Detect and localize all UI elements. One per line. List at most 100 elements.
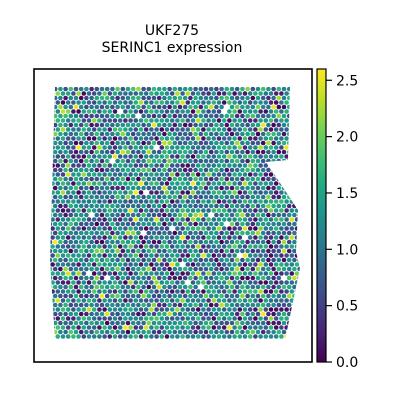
spot <box>227 163 232 168</box>
spot <box>198 149 204 155</box>
spot <box>81 208 87 213</box>
spot <box>273 172 279 177</box>
spot <box>89 302 94 308</box>
spot <box>180 271 185 276</box>
spot <box>102 271 107 276</box>
spot <box>117 244 123 249</box>
spot <box>208 176 214 182</box>
spot <box>292 329 297 335</box>
spot <box>167 266 172 272</box>
spot <box>247 271 253 276</box>
spot <box>68 284 74 290</box>
spot <box>227 109 232 114</box>
spot <box>133 190 139 195</box>
spot <box>294 154 300 159</box>
spot <box>172 140 178 146</box>
spot <box>297 158 300 164</box>
spot <box>242 325 248 330</box>
spot <box>112 244 118 249</box>
spot <box>198 230 204 236</box>
spot <box>292 257 297 263</box>
spot <box>102 244 107 249</box>
spot <box>164 280 170 285</box>
spot <box>286 158 292 164</box>
spot <box>169 154 175 159</box>
spot <box>289 145 295 150</box>
spot <box>89 257 94 263</box>
spot <box>190 244 196 249</box>
spot <box>208 293 214 299</box>
spot <box>289 154 295 159</box>
spot <box>237 262 243 267</box>
spot <box>97 298 102 303</box>
spot <box>182 122 188 128</box>
spot <box>281 185 287 191</box>
spot <box>138 190 144 195</box>
spot <box>68 230 74 236</box>
spot <box>112 235 118 240</box>
spot <box>175 190 180 195</box>
spot <box>115 311 120 317</box>
spot <box>203 140 209 146</box>
spot <box>289 163 295 168</box>
spot <box>73 212 79 218</box>
spot <box>133 244 139 249</box>
spot <box>73 140 79 146</box>
spot <box>162 104 167 110</box>
spot <box>227 226 232 231</box>
spot <box>214 131 219 137</box>
spot <box>240 230 245 236</box>
spot <box>198 104 204 110</box>
spot <box>50 167 53 173</box>
spot <box>94 275 100 281</box>
spot <box>128 217 133 222</box>
spot <box>193 212 198 218</box>
spot <box>52 149 58 155</box>
spot <box>177 302 183 308</box>
spot <box>102 316 107 321</box>
spot <box>146 203 152 209</box>
spot <box>203 329 209 335</box>
spot <box>245 275 250 281</box>
spot <box>253 163 258 168</box>
spot <box>136 284 141 290</box>
spot <box>172 167 178 173</box>
spot <box>123 262 128 267</box>
spot <box>255 140 261 146</box>
spot <box>136 158 141 164</box>
spot <box>234 239 240 245</box>
spot <box>273 262 279 267</box>
spot <box>104 212 110 218</box>
spot <box>180 136 185 141</box>
spot <box>91 262 97 267</box>
spot <box>297 113 300 119</box>
spot <box>149 271 154 276</box>
spot <box>71 136 76 141</box>
spot <box>154 244 159 249</box>
spot <box>240 131 245 137</box>
spot <box>206 172 211 177</box>
spot <box>141 104 146 110</box>
spot <box>167 293 172 299</box>
spot <box>133 226 139 231</box>
spot <box>234 167 240 173</box>
spot <box>201 334 206 339</box>
spot <box>266 140 271 146</box>
spot <box>284 118 289 123</box>
spot <box>133 217 139 222</box>
spot <box>120 185 126 191</box>
spot <box>94 140 100 146</box>
spot <box>195 109 201 114</box>
spot <box>125 311 131 317</box>
spot <box>258 334 263 339</box>
spot <box>180 91 185 96</box>
spot <box>232 145 237 150</box>
spot <box>221 217 227 222</box>
spot <box>237 235 243 240</box>
spot <box>258 154 263 159</box>
spot <box>104 167 110 173</box>
spot <box>84 87 89 92</box>
spot <box>63 329 68 335</box>
spot <box>279 325 284 330</box>
spot <box>258 208 263 213</box>
